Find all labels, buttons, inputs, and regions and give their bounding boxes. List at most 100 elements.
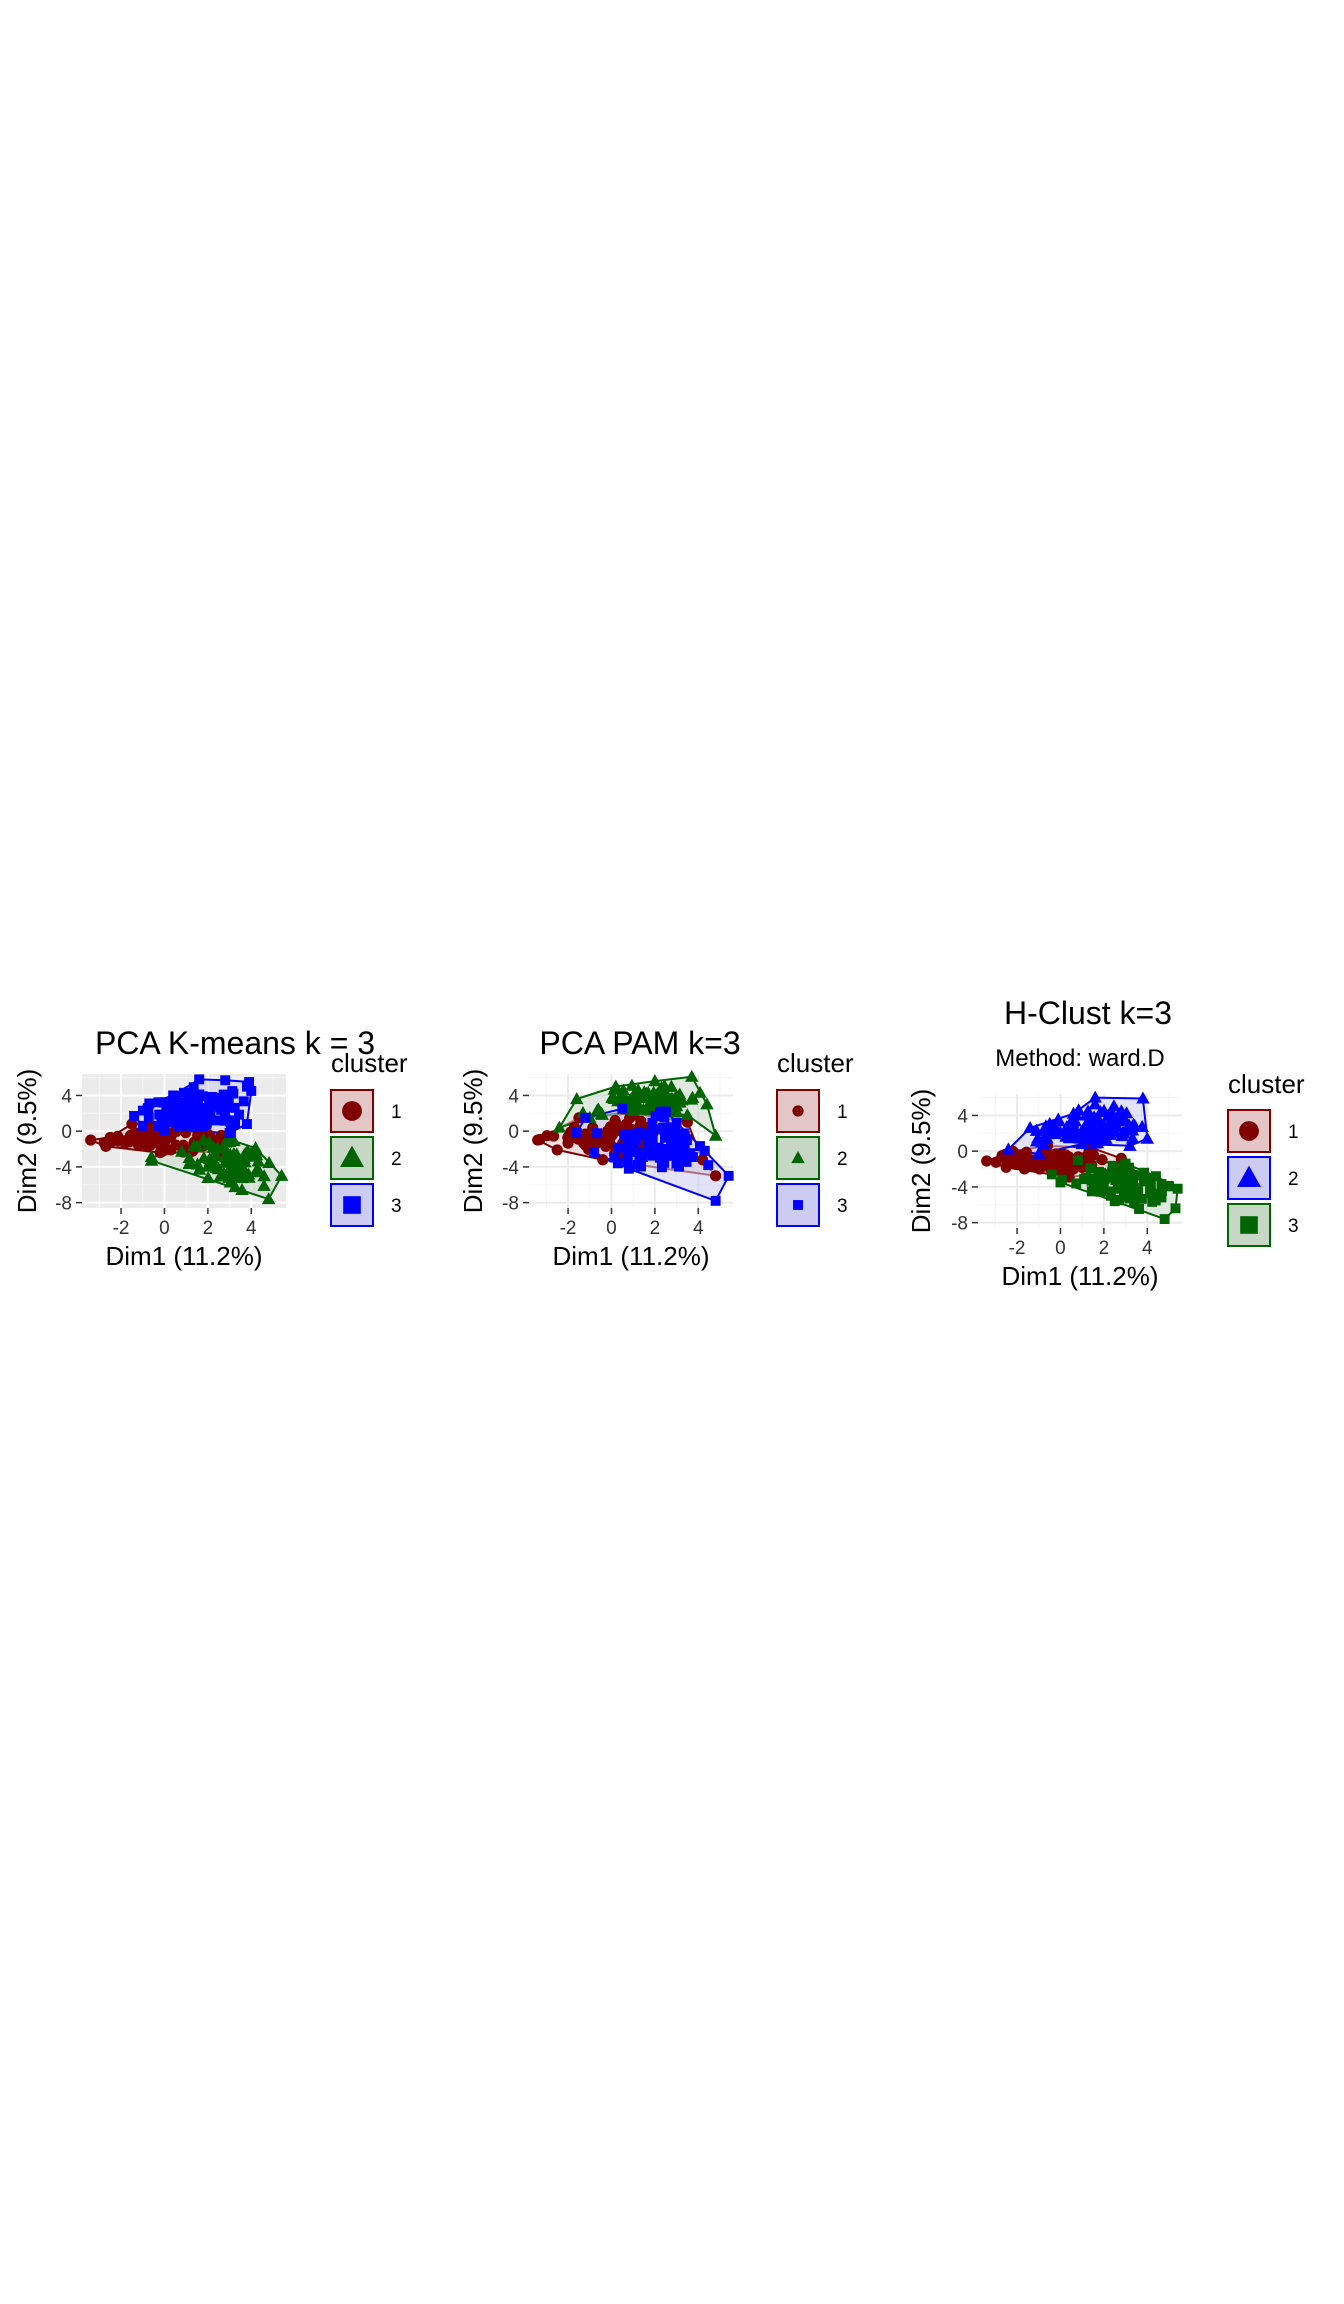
cluster-3-point [1156,1179,1167,1190]
cluster-2-point [1029,1123,1044,1136]
cluster-3-point [194,1074,205,1085]
legend: cluster 1 2 3 [776,1048,854,1227]
cluster-2-point [639,1086,654,1099]
x-tick-label: 0 [1055,1238,1066,1259]
cluster-3-point [1113,1183,1124,1194]
cluster-1-point [112,1130,124,1142]
cluster-3-point [223,1095,234,1106]
cluster-3-point [622,1129,633,1140]
panel-pam: PCA PAM k=3 -2 0 2 4 4 0 -4 -8 Dim1 (11.2%) Di… [458,1025,854,1271]
cluster-3-point [1124,1162,1135,1173]
cluster-3-point [1145,1174,1156,1185]
y-tick-label: -4 [55,1158,72,1179]
cluster-3-point [670,1146,681,1157]
cluster-3-point [1128,1178,1138,1189]
cluster-2-point [237,1163,251,1176]
chart-title: H-Clust k=3 [1004,995,1172,1031]
cluster-3-point [660,1127,671,1137]
cluster-3-point [1151,1171,1161,1182]
legend-label: 2 [1288,1169,1299,1190]
cluster-2-point [261,1192,276,1205]
cluster-3-point [171,1090,182,1101]
cluster-3-point [703,1160,714,1171]
cluster-2-point [1101,1109,1115,1122]
cluster-2-point [1088,1090,1102,1103]
cluster-3-point [671,1158,682,1169]
cluster-2-point [1065,1115,1080,1128]
cluster-2-point [1125,1131,1140,1144]
cluster-1-point [144,1139,156,1151]
x-tick-label: -2 [560,1218,577,1239]
cluster-2-point [552,1120,567,1133]
legend-symbol [791,1151,805,1164]
cluster-3-point [681,1156,692,1167]
cluster-3-point [1072,1155,1083,1166]
legend-key-2: 2 [330,1136,402,1180]
x-tick-label: 2 [650,1218,661,1239]
cluster-2-point [648,1074,662,1087]
x-tick-label: -2 [1009,1238,1026,1259]
y-axis-label: Dim2 (9.5%) [906,1089,936,1233]
cluster-2-point [1001,1142,1016,1155]
cluster-3-point [652,1144,663,1155]
cluster-2-point [625,1078,639,1091]
cluster-2-point [202,1135,217,1148]
cluster-3-point [1136,1193,1147,1204]
y-tick-label: 0 [957,1142,968,1163]
cluster-3-point [182,1109,193,1120]
cluster-2-point [1088,1097,1102,1110]
y-axis-ticks: 4 0 -4 -8 [502,1086,529,1215]
y-tick-label: -4 [951,1178,968,1199]
cluster-3-point [634,1126,645,1137]
cluster-3-point [655,1106,666,1117]
cluster-3-point [186,1122,196,1132]
cluster-2-point [1107,1099,1121,1112]
y-tick-label: 4 [508,1086,519,1107]
cluster-3-point [1164,1181,1175,1192]
legend-label: 2 [837,1149,848,1170]
cluster-3-point [675,1151,686,1162]
legend-key-3: 3 [330,1183,402,1227]
cluster-3-point [197,1106,208,1117]
x-tick-label: 0 [606,1218,617,1239]
legend-title: cluster [777,1048,854,1078]
cluster-3-point [216,1104,227,1115]
cluster-3-point [658,1143,669,1154]
cluster-2-point [656,1093,671,1106]
x-tick-label: 4 [693,1218,704,1239]
y-tick-label: 4 [957,1106,968,1127]
chart-subtitle: Method: ward.D [995,1045,1164,1072]
legend-symbol [1239,1121,1259,1141]
cluster-1-point [541,1130,553,1142]
cluster-3-point [166,1116,177,1127]
cluster-1-point [981,1155,993,1167]
x-axis-ticks: -2 0 2 4 [1009,1228,1153,1259]
legend-key-1: 1 [1227,1109,1299,1153]
cluster-2-point [607,1082,622,1095]
cluster-3-point [589,1147,600,1158]
legend-key-1: 1 [330,1089,402,1133]
data-points [532,1069,734,1206]
cluster-2-point [684,1092,699,1105]
cluster-1-point [1054,1163,1067,1176]
cluster-2-point [1136,1091,1150,1104]
cluster-3-point [636,1161,646,1172]
cluster-1-point [126,1118,138,1130]
cluster-2-point [1071,1103,1086,1116]
legend: cluster 1 2 3 [330,1048,408,1227]
cluster-1-point [551,1144,563,1156]
legend-title: cluster [331,1048,408,1078]
cluster-2-point [569,1092,584,1105]
cluster-3-point [1138,1176,1149,1187]
cluster-3-point [637,1150,648,1161]
legend-symbol [342,1101,362,1121]
cluster-2-point [1053,1125,1068,1138]
cluster-3-point [213,1093,224,1104]
cluster-3-point [667,1134,678,1145]
cluster-3-point [1103,1186,1114,1197]
cluster-3-point [665,1122,676,1133]
cluster-3-point [222,1102,233,1113]
cluster-3-point [220,1114,231,1125]
cluster-2-point [657,1078,672,1092]
